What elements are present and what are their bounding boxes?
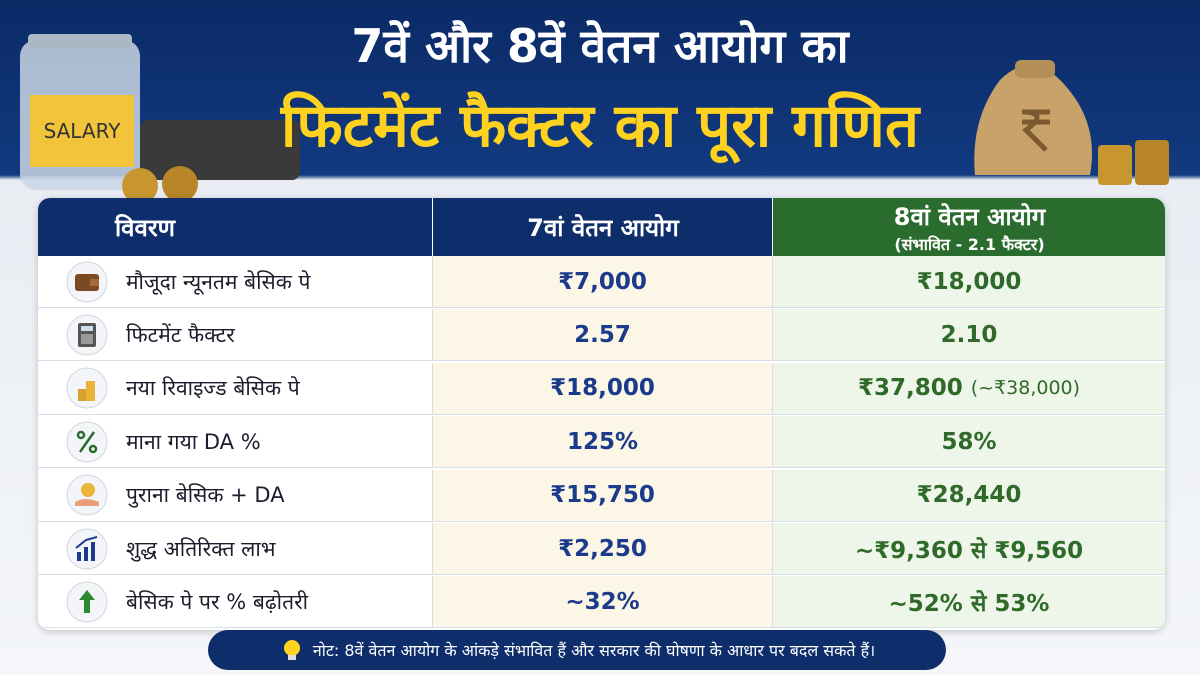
pay8-cell: 58% — [772, 416, 1165, 469]
pay8-cell: 2.10 — [772, 309, 1165, 362]
pay7-cell: 2.57 — [432, 309, 772, 362]
bulb-icon — [283, 640, 300, 660]
column-title: 8वां वेतन आयोग — [893, 202, 1046, 231]
pay7-cell: ₹18,000 — [432, 362, 772, 415]
pay7-cell: ~32% — [432, 576, 772, 629]
title-line1: 7वें और 8वें वेतन आयोग का — [351, 19, 849, 73]
row-label: माना गया DA % — [126, 429, 261, 454]
row-label-cell: नया रिवाइज्ड बेसिक पे — [38, 362, 432, 415]
row-icon — [66, 367, 108, 409]
coin-stack — [1098, 145, 1132, 185]
pay8-cell: ~52% से 53% — [772, 576, 1165, 629]
row-label: पुराना बेसिक + DA — [126, 483, 285, 508]
pay8-value: 58% — [941, 428, 997, 455]
row-icon — [66, 474, 108, 516]
row-icon — [66, 421, 108, 463]
pay7-value: ₹18,000 — [550, 375, 655, 402]
pay8-value: ~52% से 53% — [888, 590, 1050, 617]
column-header: 8वां वेतन आयोग (संभावित - 2.1 फैक्टर) — [772, 198, 1165, 256]
row-label-cell: बेसिक पे पर % बढ़ोतरी — [38, 576, 432, 629]
pay8-value: ₹37,800 — [857, 375, 963, 402]
pay7-cell: ₹7,000 — [432, 256, 772, 308]
coin-stack — [1135, 140, 1169, 185]
note-text: नोट: 8वें वेतन आयोग के आंकड़े संभावित है… — [312, 641, 876, 660]
row-label-cell: माना गया DA % — [38, 416, 432, 469]
bag-tie — [1015, 60, 1055, 78]
row-label-cell: पुराना बेसिक + DA — [38, 469, 432, 522]
footnote: नोट: 8वें वेतन आयोग के आंकड़े संभावित है… — [208, 630, 946, 670]
pay7-value: ₹2,250 — [558, 535, 647, 562]
coins — [122, 168, 158, 200]
coins — [162, 166, 198, 200]
calculator — [140, 120, 300, 180]
pay8-value: 2.10 — [940, 321, 998, 348]
column-title: विवरण — [114, 213, 176, 242]
pay8-cell: ₹37,800 (~₹38,000) — [772, 362, 1165, 415]
row-label: फिटमेंट फैक्टर — [126, 322, 235, 347]
pay8-note: (~₹38,000) — [970, 377, 1081, 400]
pay8-value: ₹28,440 — [916, 482, 1022, 509]
jar-lid — [28, 34, 132, 48]
pay7-cell: ₹2,250 — [432, 523, 772, 575]
row-label: मौजूदा न्यूनतम बेसिक पे — [126, 269, 311, 294]
pay7-value: ~32% — [565, 588, 640, 615]
pay8-value: ~₹9,360 से ₹9,560 — [854, 537, 1084, 564]
row-icon — [66, 261, 108, 302]
pay8-cell: ₹18,000 — [772, 256, 1165, 308]
row-label-cell: शुद्ध अतिरिक्त लाभ — [38, 523, 432, 575]
row-label-cell: मौजूदा न्यूनतम बेसिक पे — [38, 256, 432, 308]
pay8-cell: ₹28,440 — [772, 469, 1165, 522]
row-icon — [66, 581, 108, 623]
row-icon — [66, 528, 108, 569]
pay7-cell: 125% — [432, 416, 772, 469]
column-header: विवरण — [38, 198, 432, 256]
pay8-value: ₹18,000 — [916, 268, 1022, 295]
pay7-value: ₹15,750 — [550, 482, 655, 509]
pay7-value: 2.57 — [574, 321, 631, 348]
pay7-value: 125% — [566, 428, 639, 455]
row-label: बेसिक पे पर % बढ़ोतरी — [126, 589, 309, 614]
pay7-cell: ₹15,750 — [432, 469, 772, 522]
row-label: शुद्ध अतिरिक्त लाभ — [126, 536, 276, 561]
rupee-sign — [1022, 109, 1050, 152]
column-header: 7वां वेतन आयोग — [432, 198, 773, 256]
row-label-cell: फिटमेंट फैक्टर — [38, 309, 432, 362]
pay8-cell: ~₹9,360 से ₹9,560 — [772, 523, 1165, 575]
title-line2: फिटमेंट फैक्टर का पूरा गणित — [280, 91, 920, 161]
jar-label: SALARY — [44, 119, 122, 143]
row-label: नया रिवाइज्ड बेसिक पे — [126, 376, 300, 401]
column-note: (संभावित - 2.1 फैक्टर) — [894, 234, 1045, 254]
row-icon — [66, 314, 108, 356]
comparison-table: विवरण 7वां वेतन आयोग 8वां वेतन आयोग (संभा… — [38, 198, 1165, 630]
column-title: 7वां वेतन आयोग — [527, 213, 679, 242]
header-art: SALARY — [20, 34, 1169, 200]
pay7-value: ₹7,000 — [558, 268, 647, 295]
jar-label-bg — [30, 95, 134, 167]
